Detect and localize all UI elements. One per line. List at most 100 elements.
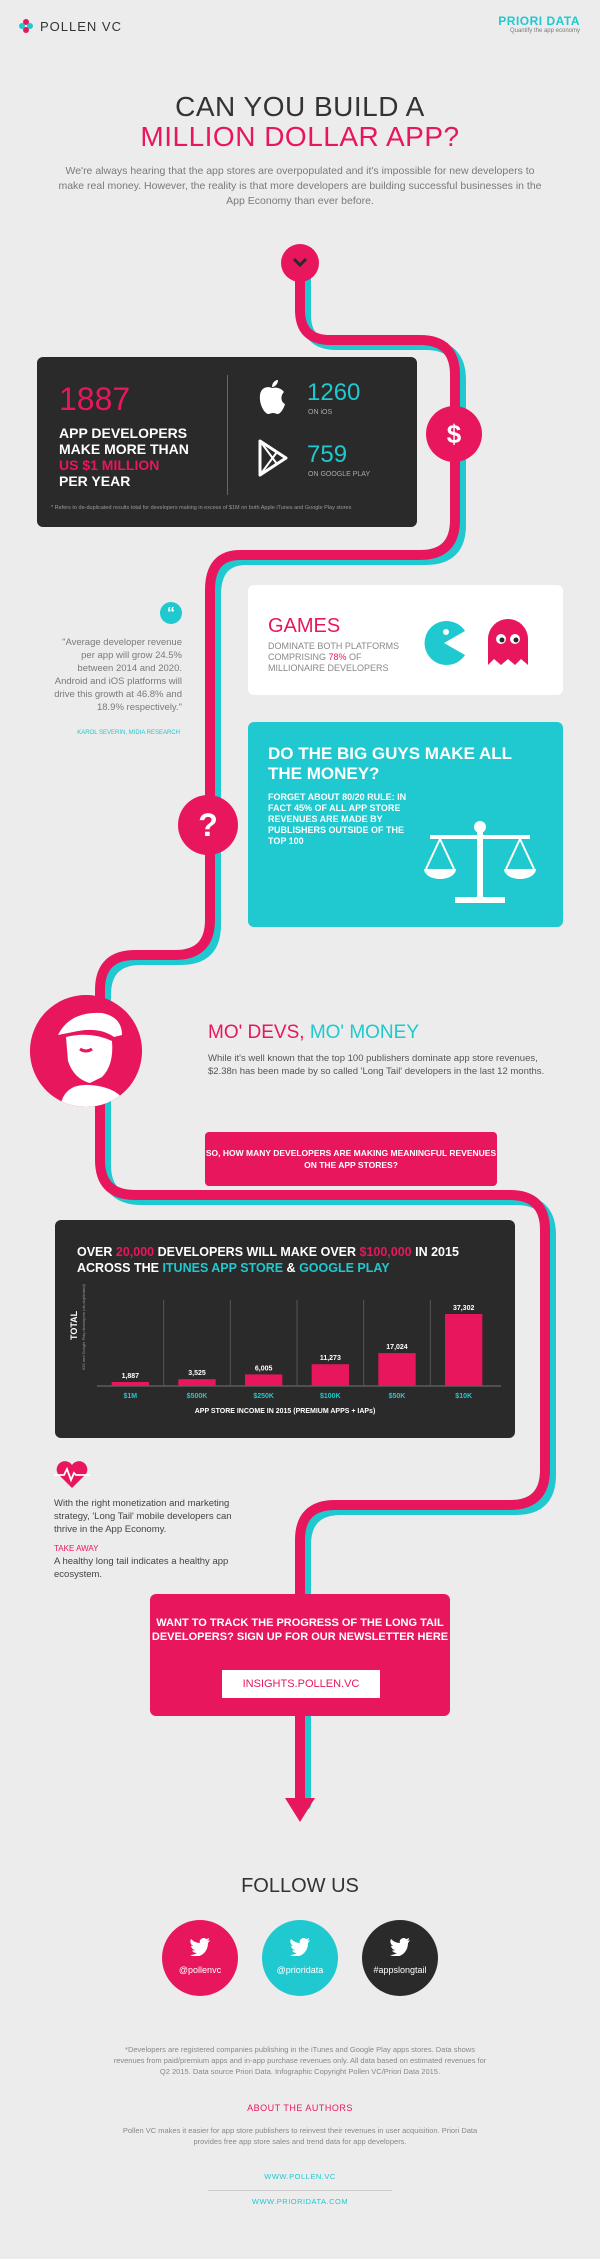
chart-bar — [111, 1382, 149, 1386]
chart-bar — [245, 1374, 283, 1386]
chart-x-label: APP STORE INCOME IN 2015 (PREMIUM APPS +… — [194, 1408, 376, 1415]
ch-p5: IN 2015 ACROSS THE — [77, 1245, 459, 1275]
mo-devs-title-a: MO' DEVS, — [208, 1022, 310, 1043]
footer-divider — [208, 2190, 392, 2191]
quote-author: KAROL SEVERIN, MIDIA RESEARCH — [77, 730, 180, 736]
google-play-count: 759 — [307, 441, 348, 468]
ch-p1: OVER — [77, 1245, 116, 1259]
ch-p3: DEVELOPERS WILL MAKE OVER — [154, 1245, 360, 1259]
partner-tagline: Quantify the app economy — [509, 28, 580, 34]
chart-bar — [378, 1353, 416, 1386]
games-pct: 78% — [328, 652, 347, 662]
chart-heading: OVER 20,000 DEVELOPERS WILL MAKE OVER $1… — [77, 1244, 497, 1276]
chart-y-label: TOTAL — [69, 1310, 79, 1340]
social-handle: #appslongtail — [373, 1965, 427, 1975]
intro-text: We're always hearing that the app stores… — [58, 165, 542, 207]
games-sub-post: OF MILLIONAIRE DEVELOPERS — [268, 652, 389, 673]
stat-line-b: PER YEAR — [59, 473, 131, 489]
mo-devs-text: While it's well known that the top 100 p… — [208, 1053, 545, 1077]
ch-p4: $100,000 — [359, 1245, 412, 1259]
takeaway-label: TAKE AWAY — [54, 1544, 99, 1553]
journey-path — [95, 260, 556, 1822]
ios-label: ON iOS — [308, 409, 333, 416]
twitter-icon — [162, 1938, 238, 1961]
social-prioridata[interactable]: @prioridata — [262, 1920, 338, 1996]
ch-p6: ITUNES APP STORE — [162, 1261, 284, 1275]
games-sub-pre: DOMINATE BOTH PLATFORMS COMPRISING — [268, 641, 400, 662]
scales-icon — [424, 821, 536, 903]
chart-tick-label: $250K — [253, 1393, 274, 1400]
title-line-2: MILLION DOLLAR APP? — [140, 121, 460, 152]
social-appslongtail[interactable]: #appslongtail — [362, 1920, 438, 1996]
chart-bar — [178, 1379, 216, 1386]
big-guys-title: DO THE BIG GUYS MAKE ALL THE MONEY? — [268, 744, 512, 783]
stats-card: 1887 APP DEVELOPERS MAKE MORE THAN US $1… — [37, 357, 417, 527]
chart-data-label: 17,024 — [386, 1344, 408, 1351]
chart-bar — [311, 1364, 349, 1386]
about-text: Pollen VC makes it easier for app store … — [122, 2126, 478, 2146]
games-title: GAMES — [268, 615, 341, 637]
chart-tick-label: $1M — [124, 1393, 138, 1400]
partner-name: PRIORI DATA — [498, 14, 580, 28]
chart-bar — [445, 1314, 483, 1386]
stats-footnote: * Refers to de-duplicated results total … — [51, 505, 352, 511]
chevron-down-icon — [281, 244, 319, 282]
quote-icon: “ — [160, 602, 182, 624]
big-guys-text: FORGET ABOUT 80/20 RULE: IN FACT 45% OF … — [268, 792, 407, 846]
twitter-icon — [362, 1938, 438, 1961]
ch-p8: GOOGLE PLAY — [299, 1261, 390, 1275]
newsletter-signup-button[interactable]: INSIGHTS.POLLEN.VC — [222, 1670, 380, 1698]
chart-tick-label: $100K — [320, 1393, 341, 1400]
google-play-icon — [258, 439, 288, 477]
about-title: ABOUT THE AUTHORS — [247, 2103, 353, 2113]
twitter-icon — [262, 1938, 338, 1961]
page-title: CAN YOU BUILD A MILLION DOLLAR APP? — [0, 92, 600, 152]
ch-p2: 20,000 — [115, 1245, 155, 1259]
dollar-icon: $ — [426, 406, 482, 462]
social-handle: @pollenvc — [178, 1965, 222, 1975]
pollen-link[interactable]: WWW.POLLEN.VC — [264, 2172, 336, 2181]
mo-devs-title-b: MO' MONEY — [309, 1022, 419, 1043]
games-card: GAMES DOMINATE BOTH PLATFORMS COMPRISING… — [248, 585, 563, 695]
stat-line-a: APP DEVELOPERS MAKE MORE THAN — [59, 425, 189, 457]
chart-data-label: 1,887 — [122, 1373, 140, 1380]
stat-highlight: US $1 MILLION — [59, 457, 160, 473]
data-footnote: *Developers are registered companies pub… — [113, 2045, 487, 2076]
social-pollenvc[interactable]: @pollenvc — [162, 1920, 238, 1996]
apple-icon — [259, 380, 285, 414]
chart-data-label: 3,525 — [188, 1370, 206, 1377]
games-subtitle: DOMINATE BOTH PLATFORMS COMPRISING 78% O… — [268, 641, 408, 674]
brand-name: POLLEN VC — [40, 18, 122, 34]
research-quote: "Average developer revenue per app will … — [54, 637, 182, 713]
ios-count: 1260 — [307, 379, 361, 406]
pacman-icon — [424, 621, 465, 665]
chart-data-label: 11,273 — [320, 1355, 341, 1362]
follow-title: FOLLOW US — [241, 1875, 359, 1897]
chart-card: OVER 20,000 DEVELOPERS WILL MAKE OVER $1… — [55, 1220, 515, 1438]
takeaway-text-2: A healthy long tail indicates a healthy … — [54, 1556, 229, 1580]
priori-link[interactable]: WWW.PRIORIDATA.COM — [251, 2197, 349, 2206]
pollen-logo[interactable]: POLLEN VC — [18, 18, 122, 34]
question-icon: ? — [178, 795, 238, 855]
chart-y-sublabel: iOS and Google Play developers (de-dupli… — [81, 1284, 86, 1370]
chart-data-label: 37,302 — [453, 1305, 475, 1312]
newsletter-text: WANT TO TRACK THE PROGRESS OF THE LONG T… — [151, 1617, 449, 1643]
pollen-flower-icon — [19, 19, 33, 33]
chart-tick-label: $10K — [455, 1393, 472, 1400]
income-bar-chart: 1,887 $1M 3,525 $500K 6,005 $250K 11,273 $100K 1… — [97, 1300, 501, 1400]
million-dev-label: APP DEVELOPERS MAKE MORE THAN US $1 MILL… — [59, 425, 219, 489]
chart-data-label: 6,005 — [255, 1365, 273, 1372]
priori-logo[interactable]: PRIORI DATA Quantify the app economy — [498, 14, 580, 34]
million-dev-count: 1887 — [59, 381, 131, 417]
heart-pulse-icon — [54, 1461, 90, 1488]
question-banner: SO, HOW MANY DEVELOPERS ARE MAKING MEANI… — [205, 1132, 497, 1186]
ch-p7: & — [283, 1261, 300, 1275]
takeaway-text: With the right monetization and marketin… — [54, 1498, 232, 1535]
ghost-icon — [488, 619, 528, 665]
google-play-label: ON GOOGLE PLAY — [308, 471, 371, 478]
mo-devs-title: MO' DEVS, MO' MONEY — [208, 1022, 419, 1044]
big-guys-card: DO THE BIG GUYS MAKE ALL THE MONEY? FORG… — [248, 722, 563, 927]
developer-portrait-icon — [30, 995, 142, 1107]
newsletter-card: WANT TO TRACK THE PROGRESS OF THE LONG T… — [150, 1594, 450, 1716]
title-line-1: CAN YOU BUILD A — [175, 91, 425, 122]
